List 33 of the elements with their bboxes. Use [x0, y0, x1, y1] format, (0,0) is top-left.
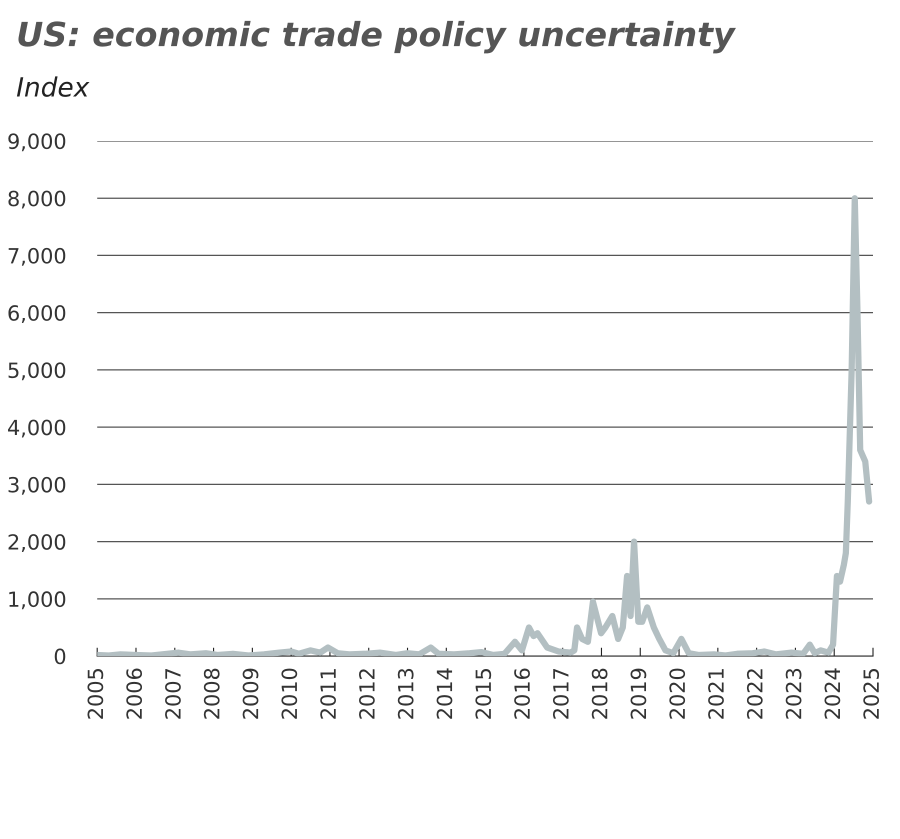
x-tick-label: 2006 [126, 668, 142, 719]
y-tick-label: 3,000 [8, 476, 66, 495]
x-tick-label: 2016 [514, 668, 530, 719]
y-tick-label: 7,000 [8, 248, 66, 266]
x-tick-label: 2017 [552, 668, 569, 719]
x-tick-label: 2021 [708, 669, 724, 719]
x-tick-label: 2024 [824, 668, 840, 719]
y-tick-label: 8,000 [8, 190, 66, 209]
x-tick-label: 2015 [475, 669, 492, 719]
y-tick-label: 5,000 [8, 362, 66, 380]
x-tick-label: 2013 [398, 668, 414, 719]
x-tick-label: 2012 [359, 669, 375, 719]
x-tick-label: 2020 [669, 668, 686, 719]
x-tick-label: 2008 [204, 668, 220, 719]
x-tick-label: 2011 [320, 669, 336, 719]
y-tick-label: 6,000 [8, 305, 66, 324]
x-tick-label: 2018 [592, 668, 608, 719]
y-tick-label: 4,000 [8, 420, 66, 438]
x-tick-label: 2007 [165, 668, 181, 719]
y-tick-label: 2,000 [8, 534, 66, 552]
x-tick-label: 2025 [863, 669, 880, 719]
x-tick-label: 2009 [242, 668, 258, 719]
x-tick-label: 2014 [436, 668, 452, 719]
x-tick-label: 2010 [281, 668, 298, 719]
x-tick-label: 2019 [630, 668, 646, 719]
x-tick-label: 2023 [786, 668, 802, 719]
y-tick-label: 9,000 [8, 133, 66, 152]
y-tick-label: 1,000 [9, 591, 66, 610]
x-tick-label: 2005 [87, 669, 104, 719]
chart-subtitle: Index [16, 76, 90, 97]
x-tick-label: 2022 [746, 669, 763, 719]
y-tick-label: 0 [54, 648, 66, 664]
chart-title: US: economic trade policy uncertainty [18, 20, 736, 54]
